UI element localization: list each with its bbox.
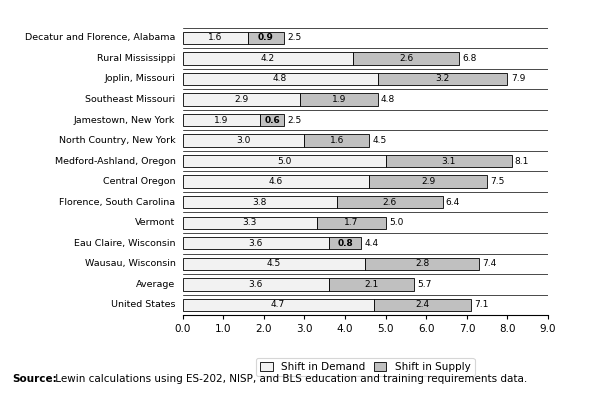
Text: 1.9: 1.9 bbox=[332, 95, 346, 104]
Text: Joplin, Missouri: Joplin, Missouri bbox=[105, 74, 175, 84]
Bar bbox=[183, 114, 260, 126]
Text: 2.6: 2.6 bbox=[399, 54, 413, 63]
Bar bbox=[370, 175, 487, 188]
Text: 0.9: 0.9 bbox=[258, 33, 274, 42]
Text: 8.1: 8.1 bbox=[515, 157, 529, 165]
Bar bbox=[183, 217, 317, 229]
Text: 4.5: 4.5 bbox=[267, 259, 281, 268]
Text: 4.6: 4.6 bbox=[269, 177, 283, 186]
Text: Jamestown, New York: Jamestown, New York bbox=[74, 115, 175, 125]
Text: 4.7: 4.7 bbox=[271, 301, 285, 309]
Text: 3.6: 3.6 bbox=[248, 239, 263, 248]
Text: 3.6: 3.6 bbox=[248, 280, 263, 289]
Text: Rural Mississippi: Rural Mississippi bbox=[97, 54, 175, 63]
Bar bbox=[248, 32, 284, 44]
Text: 4.8: 4.8 bbox=[273, 74, 287, 84]
Bar bbox=[373, 299, 471, 311]
Bar bbox=[337, 196, 443, 208]
Bar bbox=[183, 73, 378, 85]
Bar bbox=[300, 93, 378, 106]
Text: Eau Claire, Wisconsin: Eau Claire, Wisconsin bbox=[74, 239, 175, 248]
Bar bbox=[353, 52, 459, 65]
Text: 0.8: 0.8 bbox=[337, 239, 353, 248]
Text: Wausau, Wisconsin: Wausau, Wisconsin bbox=[85, 259, 175, 268]
Text: 3.8: 3.8 bbox=[253, 198, 267, 207]
Bar bbox=[378, 73, 507, 85]
Bar bbox=[183, 175, 370, 188]
Text: Central Oregon: Central Oregon bbox=[103, 177, 175, 186]
Bar bbox=[385, 155, 512, 167]
Legend: Shift in Demand, Shift in Supply: Shift in Demand, Shift in Supply bbox=[256, 358, 474, 376]
Text: 4.5: 4.5 bbox=[373, 136, 387, 145]
Text: North Country, New York: North Country, New York bbox=[58, 136, 175, 145]
Bar bbox=[317, 217, 385, 229]
Bar bbox=[183, 258, 365, 270]
Text: Lewin calculations using ES-202, NISP, and BLS education and training requiremen: Lewin calculations using ES-202, NISP, a… bbox=[52, 374, 527, 384]
Text: 3.3: 3.3 bbox=[242, 218, 257, 227]
Bar bbox=[329, 237, 361, 249]
Text: 7.5: 7.5 bbox=[490, 177, 505, 186]
Bar bbox=[183, 32, 248, 44]
Text: 5.0: 5.0 bbox=[389, 218, 403, 227]
Bar bbox=[183, 196, 337, 208]
Text: Florence, South Carolina: Florence, South Carolina bbox=[59, 198, 175, 207]
Text: 2.6: 2.6 bbox=[382, 198, 397, 207]
Bar bbox=[260, 114, 284, 126]
Bar bbox=[365, 258, 479, 270]
Text: 2.4: 2.4 bbox=[415, 301, 429, 309]
Bar bbox=[183, 52, 353, 65]
Bar bbox=[329, 278, 414, 290]
Text: Southeast Missouri: Southeast Missouri bbox=[85, 95, 175, 104]
Bar bbox=[304, 134, 370, 147]
Text: 2.5: 2.5 bbox=[287, 115, 301, 125]
Text: 6.8: 6.8 bbox=[462, 54, 476, 63]
Text: 0.6: 0.6 bbox=[264, 115, 280, 125]
Bar bbox=[183, 134, 304, 147]
Text: 4.4: 4.4 bbox=[365, 239, 379, 248]
Text: 1.6: 1.6 bbox=[208, 33, 222, 42]
Text: 1.9: 1.9 bbox=[214, 115, 228, 125]
Text: 7.4: 7.4 bbox=[482, 259, 496, 268]
Text: 5.7: 5.7 bbox=[417, 280, 432, 289]
Text: 1.7: 1.7 bbox=[344, 218, 358, 227]
Text: Source:: Source: bbox=[12, 374, 57, 384]
Text: 2.8: 2.8 bbox=[415, 259, 429, 268]
Text: 4.2: 4.2 bbox=[261, 54, 275, 63]
Text: Vermont: Vermont bbox=[135, 218, 175, 227]
Bar bbox=[183, 155, 385, 167]
Text: 6.4: 6.4 bbox=[446, 198, 460, 207]
Text: 4.8: 4.8 bbox=[381, 95, 395, 104]
Bar bbox=[183, 93, 300, 106]
Text: 7.1: 7.1 bbox=[474, 301, 488, 309]
Text: Medford-Ashland, Oregon: Medford-Ashland, Oregon bbox=[55, 157, 175, 165]
Text: 2.9: 2.9 bbox=[234, 95, 248, 104]
Text: 2.9: 2.9 bbox=[421, 177, 435, 186]
Text: 7.9: 7.9 bbox=[511, 74, 525, 84]
Text: 5.0: 5.0 bbox=[277, 157, 291, 165]
Bar bbox=[183, 299, 373, 311]
Text: 2.5: 2.5 bbox=[287, 33, 301, 42]
Text: 3.2: 3.2 bbox=[435, 74, 449, 84]
Bar bbox=[183, 237, 329, 249]
Text: Decatur and Florence, Alabama: Decatur and Florence, Alabama bbox=[25, 33, 175, 42]
Text: 2.1: 2.1 bbox=[364, 280, 379, 289]
Text: 3.0: 3.0 bbox=[236, 136, 251, 145]
Text: United States: United States bbox=[111, 301, 175, 309]
Text: 3.1: 3.1 bbox=[442, 157, 456, 165]
Text: Average: Average bbox=[136, 280, 175, 289]
Bar bbox=[183, 278, 329, 290]
Text: 1.6: 1.6 bbox=[330, 136, 344, 145]
